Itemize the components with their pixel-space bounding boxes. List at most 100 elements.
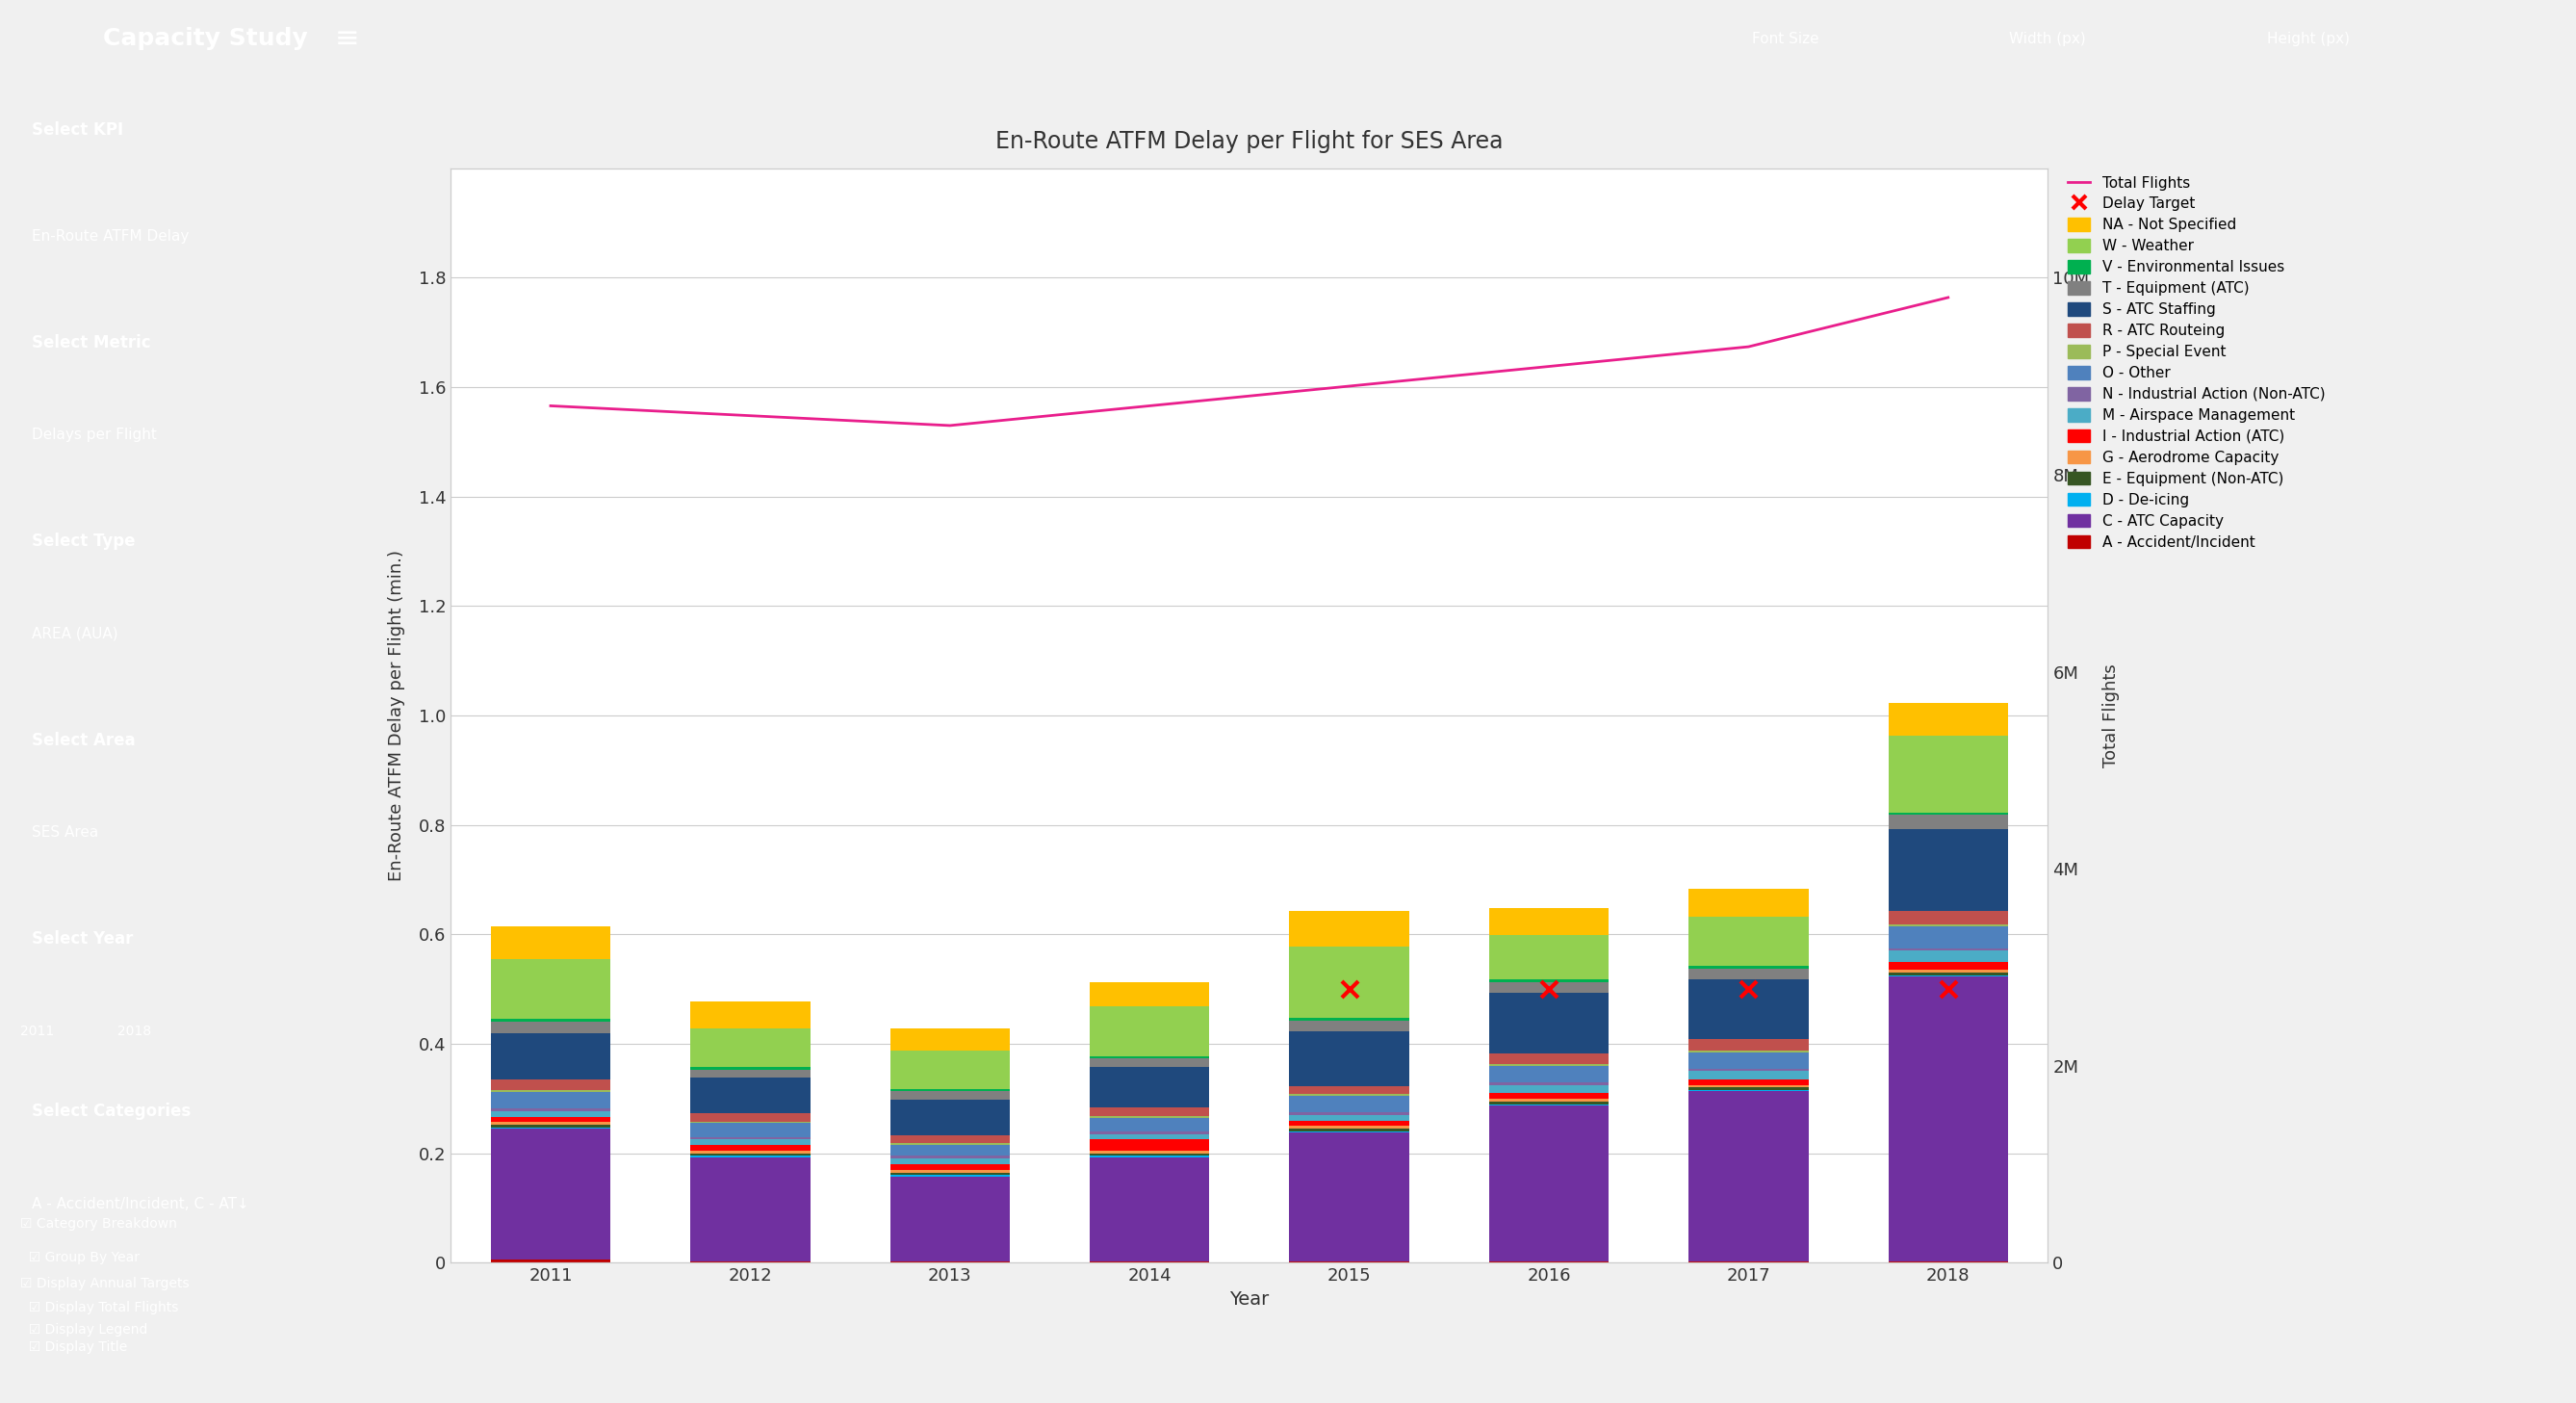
Bar bbox=[489, 1033, 611, 1079]
Bar bbox=[889, 1092, 1010, 1100]
Title: En-Route ATFM Delay per Flight for SES Area: En-Route ATFM Delay per Flight for SES A… bbox=[994, 130, 1504, 153]
Bar bbox=[889, 1089, 1010, 1092]
Bar bbox=[1888, 735, 2007, 812]
Bar bbox=[1489, 979, 1607, 982]
Bar bbox=[1888, 1261, 2007, 1263]
Bar bbox=[1687, 979, 1808, 1040]
Text: Select Year: Select Year bbox=[31, 930, 134, 947]
Bar bbox=[1288, 911, 1409, 947]
Bar bbox=[1489, 908, 1607, 936]
Text: Select Type: Select Type bbox=[31, 533, 137, 550]
Bar bbox=[1090, 1261, 1211, 1263]
Bar bbox=[489, 1019, 611, 1021]
Bar bbox=[1888, 972, 2007, 975]
Bar bbox=[1090, 982, 1211, 1006]
Bar bbox=[1888, 948, 2007, 951]
Bar bbox=[1888, 976, 2007, 1261]
Point bbox=[1927, 978, 1968, 1000]
Bar bbox=[1090, 1066, 1211, 1108]
Bar bbox=[690, 1124, 809, 1136]
Text: Width (px): Width (px) bbox=[2009, 31, 2087, 46]
Text: Select Categories: Select Categories bbox=[31, 1103, 191, 1120]
Bar bbox=[1489, 1085, 1607, 1093]
Bar bbox=[1687, 1040, 1808, 1051]
Bar bbox=[1288, 1096, 1409, 1113]
Bar bbox=[1888, 911, 2007, 925]
Bar bbox=[1090, 1157, 1211, 1261]
Bar bbox=[489, 1111, 611, 1117]
Bar bbox=[1288, 1125, 1409, 1128]
Bar bbox=[1888, 703, 2007, 735]
Legend: Total Flights, Delay Target, NA - Not Specified, W - Weather, V - Environmental : Total Flights, Delay Target, NA - Not Sp… bbox=[2069, 175, 2326, 550]
Bar bbox=[1288, 1128, 1409, 1131]
Bar bbox=[1687, 1092, 1808, 1261]
Bar bbox=[1288, 1020, 1409, 1031]
Text: Select KPI: Select KPI bbox=[31, 122, 124, 139]
Bar bbox=[690, 1069, 809, 1078]
Bar bbox=[1090, 1131, 1211, 1134]
Bar bbox=[1888, 926, 2007, 948]
Bar bbox=[1687, 890, 1808, 916]
Bar bbox=[889, 1170, 1010, 1173]
Bar bbox=[1288, 1261, 1409, 1263]
Bar bbox=[1687, 916, 1808, 965]
Text: Capacity Study: Capacity Study bbox=[103, 27, 309, 51]
Bar bbox=[690, 1066, 809, 1069]
Bar bbox=[690, 1114, 809, 1121]
Bar bbox=[1888, 812, 2007, 815]
Bar bbox=[1687, 1085, 1808, 1087]
Bar bbox=[1090, 1150, 1211, 1153]
Bar bbox=[1489, 1063, 1607, 1066]
Bar bbox=[1888, 829, 2007, 911]
Text: ☑ Group By Year: ☑ Group By Year bbox=[21, 1250, 139, 1264]
Bar bbox=[1888, 951, 2007, 962]
Bar bbox=[1489, 1101, 1607, 1104]
Bar bbox=[1687, 1087, 1808, 1090]
Bar bbox=[489, 1092, 611, 1108]
Text: En-Route ATFM Delay: En-Route ATFM Delay bbox=[31, 229, 188, 244]
Text: Select Metric: Select Metric bbox=[31, 334, 152, 351]
Bar bbox=[1687, 1051, 1808, 1052]
Bar bbox=[1489, 1093, 1607, 1099]
Bar bbox=[889, 1143, 1010, 1145]
Bar bbox=[1489, 1099, 1607, 1101]
Point bbox=[1329, 978, 1370, 1000]
Bar bbox=[1090, 1118, 1211, 1131]
Bar bbox=[690, 1153, 809, 1156]
Bar bbox=[1288, 1121, 1409, 1125]
Text: ☑ Category Breakdown: ☑ Category Breakdown bbox=[21, 1218, 178, 1230]
Bar bbox=[489, 1122, 611, 1125]
Bar bbox=[889, 1145, 1010, 1156]
Bar bbox=[489, 1260, 611, 1263]
X-axis label: Year: Year bbox=[1229, 1291, 1270, 1309]
Bar bbox=[690, 1261, 809, 1263]
Bar bbox=[1288, 947, 1409, 1017]
Bar bbox=[690, 1136, 809, 1139]
Bar bbox=[1090, 1139, 1211, 1150]
Bar bbox=[1888, 925, 2007, 926]
Bar bbox=[1288, 1115, 1409, 1121]
Bar bbox=[1687, 1261, 1808, 1263]
Text: 2011               2018: 2011 2018 bbox=[21, 1026, 152, 1038]
Text: Height (px): Height (px) bbox=[2267, 31, 2349, 46]
Bar bbox=[1888, 969, 2007, 972]
Bar bbox=[1687, 1052, 1808, 1069]
Bar bbox=[1489, 1082, 1607, 1085]
Bar bbox=[1090, 1134, 1211, 1139]
Bar bbox=[1687, 968, 1808, 979]
Bar bbox=[889, 1164, 1010, 1170]
Bar bbox=[1489, 1106, 1607, 1261]
Bar bbox=[1687, 965, 1808, 968]
Text: ≡: ≡ bbox=[335, 25, 361, 52]
Bar bbox=[489, 1021, 611, 1033]
Bar bbox=[690, 1139, 809, 1145]
Bar bbox=[1687, 1072, 1808, 1079]
Text: Font Size: Font Size bbox=[1752, 31, 1819, 46]
Bar bbox=[1090, 1115, 1211, 1118]
Bar bbox=[889, 1159, 1010, 1164]
Bar bbox=[889, 1051, 1010, 1089]
Bar bbox=[690, 1028, 809, 1066]
Bar bbox=[690, 1078, 809, 1114]
Text: Select Area: Select Area bbox=[31, 731, 137, 749]
Bar bbox=[1489, 993, 1607, 1054]
